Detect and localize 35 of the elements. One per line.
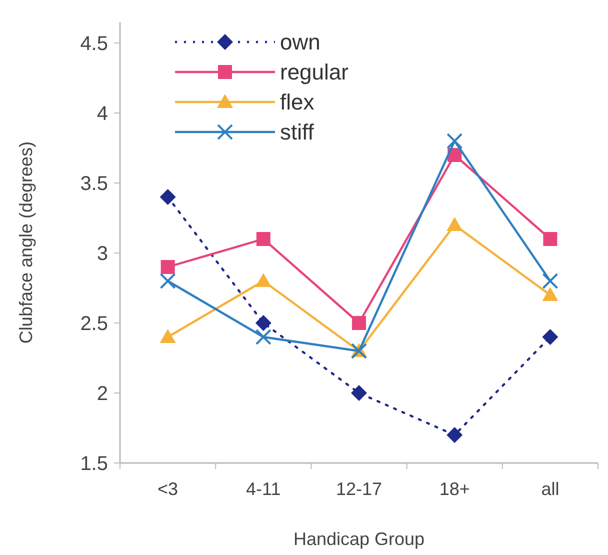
y-tick-label: 4 [96,103,108,125]
legend-label: own [280,30,320,55]
x-axis-title: Handicap Group [293,529,425,549]
y-tick-label: 2.5 [80,313,108,335]
y-tick-label: 2 [96,383,108,405]
legend-label: stiff [280,120,315,145]
point [351,385,367,401]
legend-label: regular [280,60,348,85]
x-tick-label: 12-17 [336,479,382,499]
point [543,232,558,246]
point [542,273,558,289]
x-tick-label: 4-11 [246,479,281,499]
point [446,217,463,231]
point [256,232,270,246]
x-tick-label: <3 [158,479,178,499]
legend-label: flex [280,90,314,115]
point [160,189,176,205]
point [160,273,176,289]
point [160,329,176,343]
y-axis-title: Clubface angle (degrees) [16,141,36,344]
point [255,315,272,331]
point [542,287,558,301]
y-tick-label: 1.5 [80,453,108,475]
point [160,260,175,274]
point [352,316,366,330]
point [542,329,558,345]
y-tick-label: 3 [96,243,108,265]
x-tick-label: all [541,479,560,499]
point [255,273,272,287]
point [255,329,272,345]
y-tick-label: 3.5 [80,173,108,195]
x-tick-label: 18+ [439,479,470,499]
y-tick-label: 4.5 [80,33,108,55]
point [446,427,463,443]
point [446,133,463,149]
